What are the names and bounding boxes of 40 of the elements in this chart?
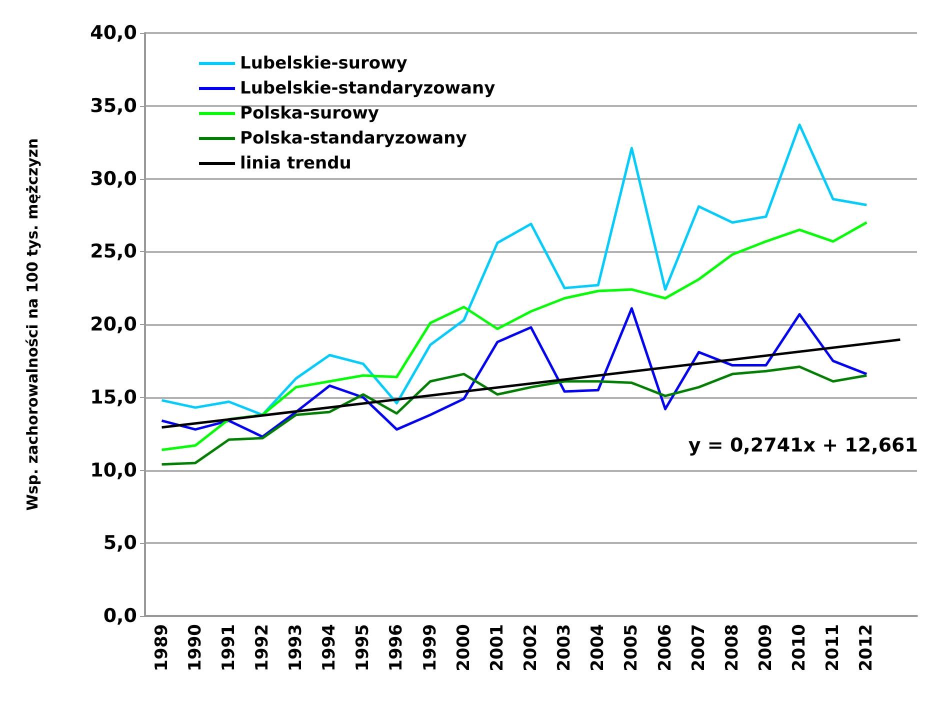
x-tick-label: 2009 [756,624,776,672]
y-tick-label: 10,0 [90,459,137,482]
y-tick-label: 0,0 [103,605,137,627]
y-axis-title: Wsp. zachorowalności na 100 tys. mężczyzn [24,138,42,511]
y-tick-label: 15,0 [90,386,137,408]
x-tick-label: 1994 [320,624,340,672]
x-tick-label: 2001 [487,624,508,672]
x-tick-label: 1999 [420,624,440,672]
legend-label: Polska-surowy [240,104,379,124]
y-tick-label: 30,0 [90,168,137,190]
x-tick-label: 2006 [655,624,676,672]
x-tick-label: 2012 [856,624,877,672]
x-tick-label: 1995 [353,624,374,672]
x-tick-label: 2002 [521,624,541,672]
x-tick-label: 1989 [152,624,172,672]
x-tick-label: 2010 [790,624,810,672]
y-tick-label: 35,0 [90,94,137,117]
y-tick-label: 5,0 [103,532,137,554]
annotation: y = 0,2741x + 12,661 [688,434,918,456]
y-tick-label: 20,0 [90,314,137,336]
x-tick-label: 2007 [688,624,709,672]
x-tick-label: 2004 [588,624,608,672]
legend-label: Polska-standaryzowany [240,128,467,148]
x-tick-label: 2003 [554,624,575,672]
x-tick-label: 1996 [386,624,407,672]
x-tick-label: 2000 [454,624,474,672]
y-tick-label: 40,0 [90,22,137,44]
x-tick-label: 1993 [286,624,306,672]
x-tick-label: 2005 [622,624,642,672]
line-series [160,307,868,438]
legend-label: linia trendu [240,154,352,174]
x-tick-label: 1992 [252,624,272,672]
x-tick-label: 1990 [185,624,206,672]
x-tick-label: 2008 [722,624,742,672]
line-series [160,124,868,416]
y-tick-label: 25,0 [90,240,137,263]
x-tick-label: 1991 [218,624,239,672]
legend-label: Lubelskie-standaryzowany [240,78,496,98]
legend-label: Lubelskie-surowy [240,54,408,74]
x-tick-label: 2011 [823,624,844,672]
